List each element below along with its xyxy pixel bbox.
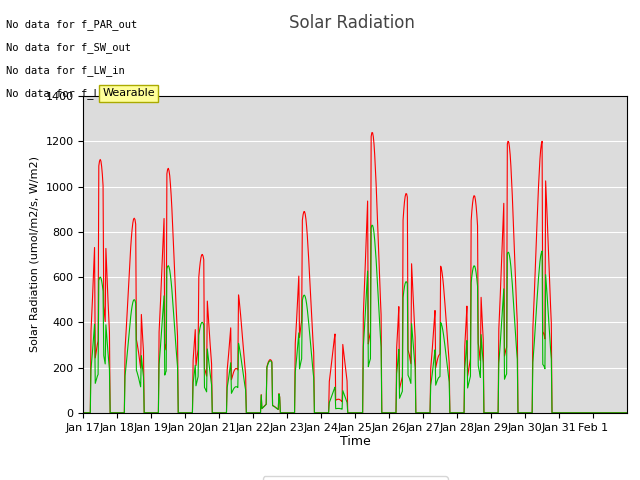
Text: No data for f_SW_out: No data for f_SW_out	[6, 42, 131, 53]
Text: Wearable: Wearable	[102, 88, 155, 98]
Text: Solar Radiation: Solar Radiation	[289, 14, 415, 33]
X-axis label: Time: Time	[340, 435, 371, 448]
Legend: PAR_in, SW_in: PAR_in, SW_in	[263, 476, 447, 480]
Text: No data for f_LW_out: No data for f_LW_out	[6, 88, 131, 99]
Y-axis label: Solar Radiation (umol/m2/s, W/m2): Solar Radiation (umol/m2/s, W/m2)	[30, 156, 40, 352]
Text: No data for f_PAR_out: No data for f_PAR_out	[6, 19, 138, 30]
Text: No data for f_LW_in: No data for f_LW_in	[6, 65, 125, 76]
